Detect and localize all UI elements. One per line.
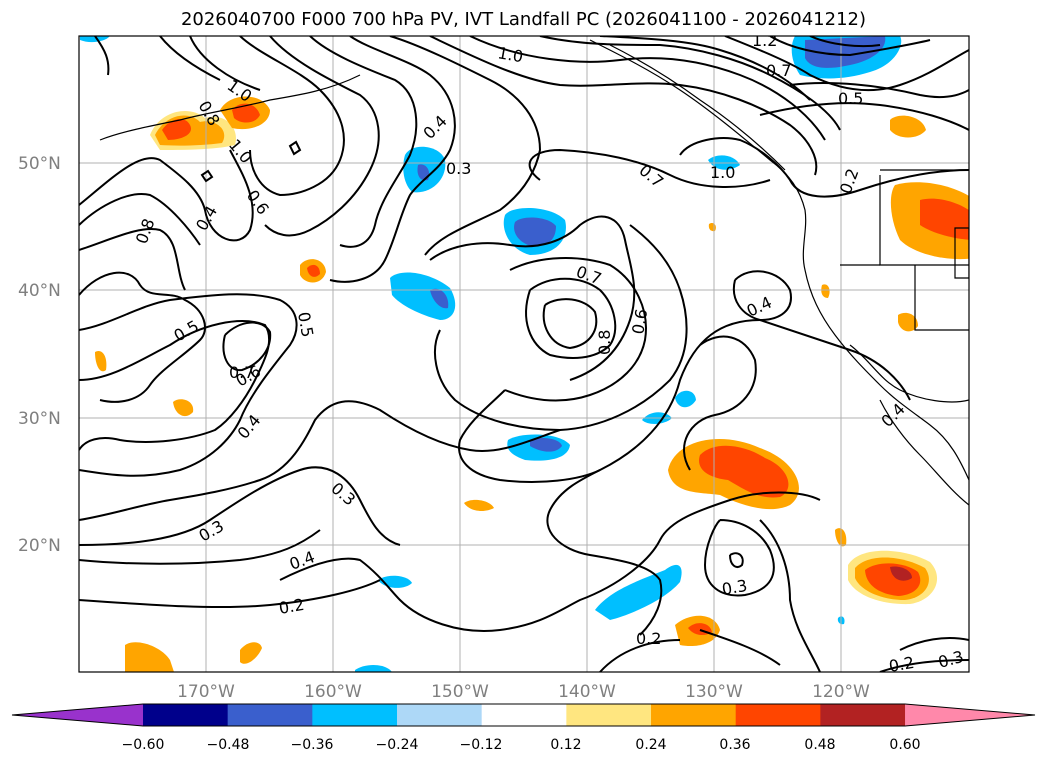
colorbar-tick-label: −0.36	[291, 737, 334, 753]
contour-label: 0.7	[229, 363, 254, 382]
latitude-labels: 50°N 40°N 30°N 20°N	[18, 154, 61, 556]
lon-label: 140°W	[558, 682, 616, 702]
contour-label: 0.6	[628, 307, 651, 335]
colorbar-tick-label: 0.12	[550, 737, 581, 753]
coastlines	[99, 39, 969, 506]
contour-label: 1.0	[496, 43, 524, 66]
lat-label: 30°N	[18, 409, 61, 429]
colorbar-cell	[397, 704, 483, 726]
lon-label: 130°W	[685, 682, 743, 702]
contour-label: 0.5	[294, 310, 317, 338]
contour-label: 0.5	[838, 89, 863, 108]
positive-anomaly-fills	[95, 96, 969, 672]
contour-label: 0.7	[766, 61, 791, 80]
colorbar-cell	[651, 704, 737, 726]
lat-label: 20°N	[18, 536, 61, 556]
contour-label: 0.3	[446, 159, 471, 178]
colorbar-cell	[312, 704, 398, 726]
contour-label: 0.3	[720, 576, 748, 599]
colorbar-cell	[820, 704, 906, 726]
colorbar-tick-label: −0.24	[376, 737, 419, 753]
map-frame	[78, 35, 970, 673]
map-title: 2026040700 F000 700 hPa PV, IVT Landfall…	[180, 9, 867, 30]
colorbar: −0.60 −0.48 −0.36 −0.24 −0.12 0.12 0.24 …	[11, 703, 1036, 753]
colorbar-tick-label: 0.36	[719, 737, 750, 753]
lon-label: 150°W	[431, 682, 489, 702]
colorbar-cell	[566, 704, 652, 726]
map-area: 1.0 0.8 1.0 1.0 1.2 0.7 0.5 0.4 0.3 0.2 …	[79, 31, 969, 676]
contour-label: 0.2	[636, 629, 661, 648]
colorbar-extend-min	[12, 704, 143, 726]
colorbar-tick-label: 0.48	[804, 737, 835, 753]
colorbar-outline	[11, 703, 1036, 727]
contour-label: 0.8	[595, 330, 614, 355]
colorbar-tick-label: −0.48	[207, 737, 250, 753]
colorbar-tick-label: 0.60	[889, 737, 920, 753]
longitude-labels: 170°W 160°W 150°W 140°W 130°W 120°W	[177, 682, 870, 702]
contour-label: 0.2	[277, 595, 305, 618]
contour-label: 0.2	[887, 653, 915, 676]
contour-label: 1.0	[710, 163, 735, 182]
colorbar-tick-label: 0.24	[635, 737, 666, 753]
colorbar-extend-max	[905, 704, 1035, 726]
colorbar-cell	[735, 704, 821, 726]
colorbar-tick-label: −0.60	[122, 737, 165, 753]
colorbar-tick-label: −0.12	[460, 737, 503, 753]
colorbar-cell	[143, 704, 229, 726]
lon-label: 170°W	[177, 682, 235, 702]
colorbar-cell	[227, 704, 313, 726]
contour-label: 1.2	[752, 31, 777, 50]
lat-label: 40°N	[18, 281, 61, 301]
lat-label: 50°N	[18, 154, 61, 174]
pv-contours	[79, 36, 969, 672]
graticule	[79, 36, 969, 672]
lon-label: 120°W	[812, 682, 870, 702]
colorbar-cell	[481, 704, 567, 726]
lon-label: 160°W	[304, 682, 362, 702]
